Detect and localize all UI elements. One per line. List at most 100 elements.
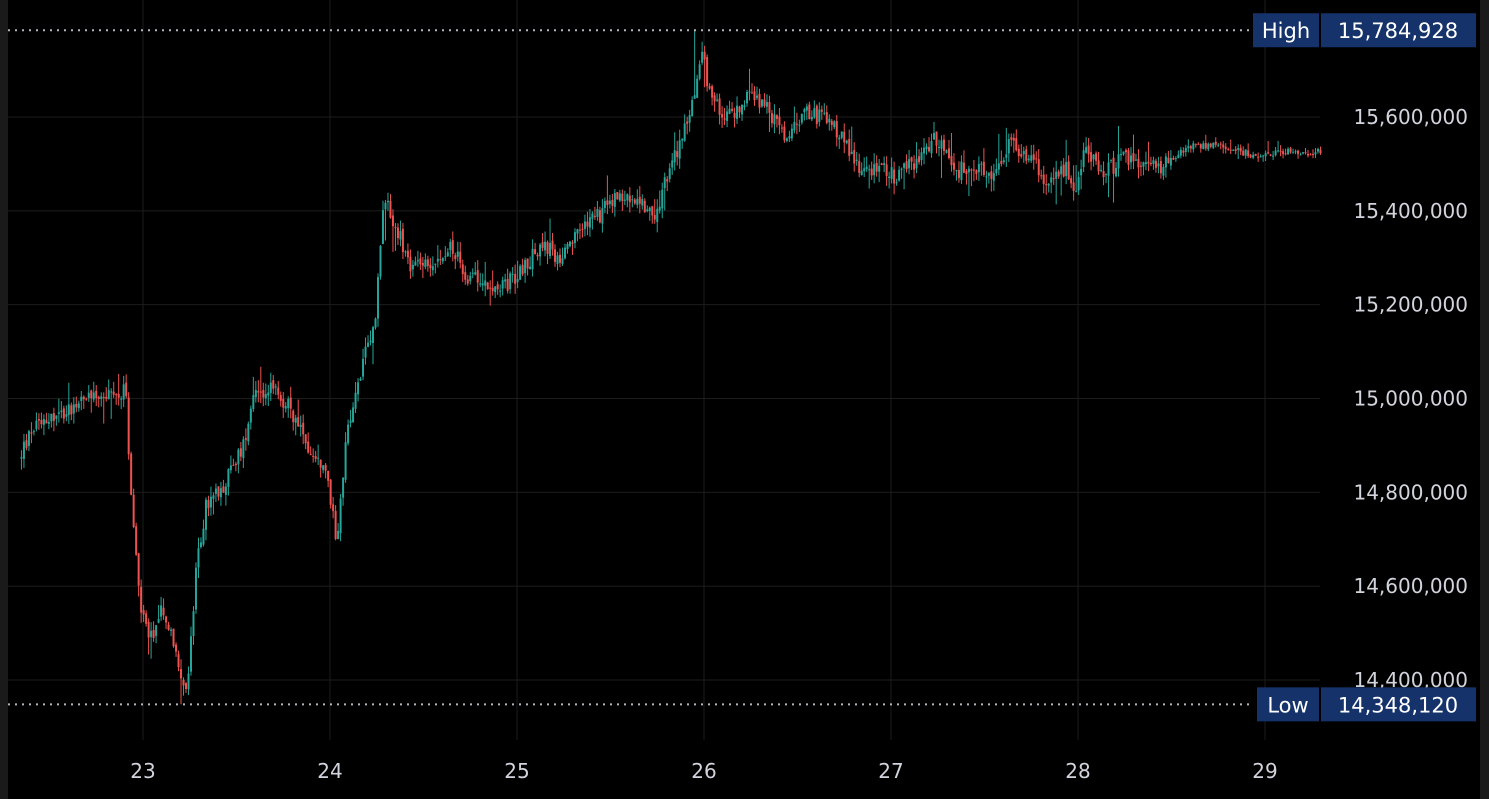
candle-body xyxy=(162,607,165,616)
candle-body xyxy=(1020,154,1023,157)
candle-body xyxy=(606,200,609,206)
candle-body xyxy=(102,397,105,399)
candle-body xyxy=(793,122,796,131)
candle-body xyxy=(57,412,60,414)
candle-body xyxy=(982,161,985,175)
candle-body xyxy=(1274,150,1277,156)
candle-body xyxy=(571,242,574,244)
candle-body xyxy=(1005,154,1008,158)
candle-body xyxy=(815,105,818,124)
candle-body xyxy=(509,273,512,290)
candlestick-chart: 14,400,00014,600,00014,800,00015,000,000… xyxy=(8,0,1476,783)
x-tick-label: 26 xyxy=(691,759,716,783)
candle-body xyxy=(406,250,409,258)
candle-body xyxy=(72,404,75,414)
candle-body xyxy=(955,170,958,172)
low-value-badge xyxy=(1321,687,1476,722)
candle-body xyxy=(1139,165,1142,167)
candle-body xyxy=(678,140,681,159)
y-tick-label: 14,800,000 xyxy=(1353,480,1468,504)
candle-body xyxy=(314,456,317,459)
candle-body xyxy=(1052,178,1055,180)
candle-body xyxy=(1132,153,1135,162)
candle-body xyxy=(1257,156,1260,158)
candle-body xyxy=(297,417,300,427)
candle-body xyxy=(960,161,963,180)
candle-body xyxy=(1112,157,1115,174)
candle-body xyxy=(930,140,933,154)
candle-body xyxy=(721,114,724,118)
candle-body xyxy=(860,170,863,176)
candle-body xyxy=(992,173,995,181)
candle-body xyxy=(127,397,130,455)
candle-body xyxy=(588,217,591,228)
candle-body xyxy=(202,528,205,545)
candle-body xyxy=(82,396,85,400)
candle-body xyxy=(1311,154,1314,156)
candle-body xyxy=(728,108,731,114)
candle-body xyxy=(464,272,467,280)
candle-body xyxy=(975,170,978,174)
candle-body xyxy=(1172,157,1175,160)
candle-body xyxy=(1209,143,1212,147)
candle-body xyxy=(1307,153,1310,156)
candle-body xyxy=(1182,150,1185,153)
candle-body xyxy=(1124,150,1127,153)
candle-body xyxy=(1214,141,1217,145)
candle-body xyxy=(666,179,669,182)
chart-frame: 14,400,000 14,600,000 14,800,000 15,000,000… xyxy=(8,0,1480,799)
candle-body xyxy=(282,399,285,408)
candle-body xyxy=(247,423,250,442)
y-axis-labels: 14,400,00014,600,00014,800,00015,000,000… xyxy=(1353,105,1468,692)
candle-body xyxy=(1259,156,1262,158)
candle-body xyxy=(940,140,943,149)
candle-body xyxy=(795,123,798,125)
candle-body xyxy=(52,413,55,421)
candle-body xyxy=(386,200,389,203)
candle-body xyxy=(850,151,853,154)
candle-body xyxy=(576,229,579,234)
candle-body xyxy=(252,395,255,410)
candle-body xyxy=(835,120,838,138)
candle-body xyxy=(117,394,120,398)
candle-body xyxy=(603,201,606,209)
candle-body xyxy=(491,287,494,292)
candle-body xyxy=(1035,158,1038,160)
candle-body xyxy=(1217,144,1220,146)
candle-body xyxy=(337,531,340,540)
candle-body xyxy=(598,210,601,223)
candle-body xyxy=(175,644,178,652)
candle-body xyxy=(531,248,534,270)
candle-body xyxy=(977,164,980,173)
candle-body xyxy=(105,396,108,399)
candle-body xyxy=(389,200,392,218)
candle-body xyxy=(898,169,901,181)
candle-body xyxy=(85,398,88,400)
candle-body xyxy=(334,510,337,540)
candle-body xyxy=(1204,142,1207,149)
candle-body xyxy=(384,202,387,210)
candle-body xyxy=(840,131,843,138)
candle-body xyxy=(636,198,639,205)
candle-body xyxy=(1252,154,1255,158)
candle-body xyxy=(870,168,873,176)
candle-body xyxy=(554,249,557,262)
candle-body xyxy=(404,251,407,253)
candle-body xyxy=(868,169,871,171)
candle-body xyxy=(277,387,280,395)
candle-body xyxy=(1077,177,1080,191)
candle-body xyxy=(947,148,950,159)
candle-body xyxy=(327,470,330,481)
candle-body xyxy=(329,479,332,505)
candle-body xyxy=(1097,160,1100,172)
candle-body xyxy=(683,123,686,141)
x-tick-label: 24 xyxy=(317,759,342,783)
candle-body xyxy=(825,112,828,123)
candle-body xyxy=(1012,137,1015,141)
candle-body xyxy=(536,254,539,257)
candle-body xyxy=(217,486,220,497)
y-tick-label: 15,400,000 xyxy=(1353,199,1468,223)
candle-body xyxy=(1297,150,1300,155)
candle-body xyxy=(451,240,454,254)
candle-body xyxy=(539,244,542,257)
